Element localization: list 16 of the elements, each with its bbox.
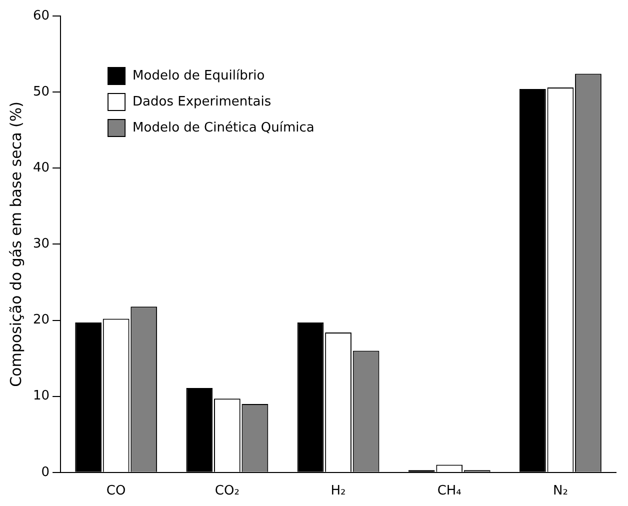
y-tick-label: 60 bbox=[32, 8, 50, 24]
y-tick-label: 40 bbox=[32, 160, 50, 176]
legend-label: Modelo de Cinética Química bbox=[132, 120, 314, 136]
legend-label: Dados Experimentais bbox=[132, 94, 272, 110]
x-tick-label: CO bbox=[106, 484, 126, 499]
x-tick-label: N₂ bbox=[552, 484, 568, 499]
x-tick-label: CH₄ bbox=[437, 484, 462, 499]
y-tick-label: 10 bbox=[32, 388, 50, 404]
x-tick-label: H₂ bbox=[330, 484, 346, 499]
x-tick-label: CO₂ bbox=[214, 484, 240, 499]
y-axis-title: Composição do gás em base seca (%) bbox=[6, 101, 25, 387]
legend-label: Modelo de Equilíbrio bbox=[132, 68, 265, 84]
y-tick-label: 0 bbox=[41, 464, 50, 480]
y-tick-label: 50 bbox=[32, 84, 50, 100]
y-tick-label: 30 bbox=[32, 236, 50, 252]
y-tick-label: 20 bbox=[32, 312, 50, 328]
